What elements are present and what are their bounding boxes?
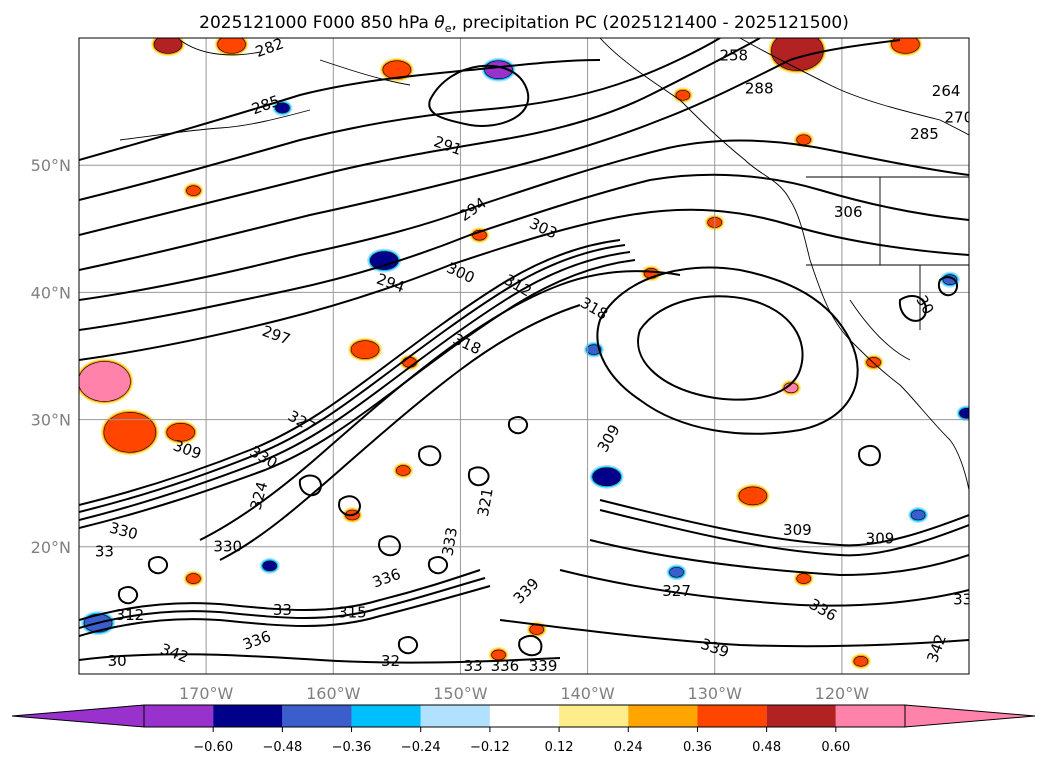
colorbar-tick-label: −0.48 [262, 740, 302, 755]
title-suffix: , precipitation PC (2025121400 - 2025121… [451, 13, 848, 33]
contour-label: 285 [910, 125, 939, 143]
contour-label: 309 [783, 521, 812, 539]
colorbar-segment [628, 705, 698, 727]
lon-tick-label: 170°W [179, 684, 234, 703]
lat-tick-label: 40°N [31, 283, 71, 302]
colorbar-extend-under [11, 704, 145, 728]
colorbar-segment [835, 705, 905, 727]
contour-label: 33 [273, 601, 292, 619]
precip-patch [393, 462, 414, 479]
lat-tick-label: 50°N [31, 156, 71, 175]
contour-label: 339 [529, 657, 558, 675]
colorbar-tick-label: 0.24 [614, 740, 643, 755]
colorbar-tick-label: −0.36 [332, 740, 372, 755]
precip-patch [956, 405, 969, 422]
precip-patch [183, 182, 204, 199]
precip-patch [850, 653, 871, 670]
colorbar-segment [213, 705, 283, 727]
contour-label: 306 [834, 203, 863, 221]
precip-patch [735, 483, 770, 508]
lon-tick-label: 150°W [433, 684, 488, 703]
chart-title: 2025121000 F000 850 hPa θe, precipitatio… [199, 13, 849, 35]
colorbar-tick-label: −0.24 [401, 740, 441, 755]
lat-tick-label: 20°N [31, 538, 71, 557]
coastlines [119, 38, 969, 491]
precip-patch [589, 464, 624, 489]
lat-tick-label: 30°N [31, 411, 71, 430]
precip-patch [641, 265, 662, 282]
precip-patch [793, 570, 814, 587]
precip-patch [214, 38, 249, 57]
colorbar: −0.60 −0.48 −0.36 −0.24 −0.12 0.12 0.24 0.36 0.4… [11, 704, 1036, 755]
contour-label: 258 [719, 46, 748, 64]
map-background [79, 38, 969, 674]
precip-patch [100, 409, 159, 456]
contour-label: 270 [945, 109, 974, 127]
contour-label: 309 [866, 530, 895, 548]
precip-patch [488, 646, 509, 663]
colorbar-segment [697, 705, 767, 727]
contour-label: 336 [491, 657, 520, 675]
contour-label: 312 [116, 606, 145, 624]
axis-ticks: 170°W 160°W 150°W 140°W 130°W 120°W 50°N 40°N 30… [31, 156, 870, 703]
colorbar-segment [420, 705, 490, 727]
colorbar-tick-label: 0.60 [821, 740, 850, 755]
precip-patch [666, 564, 687, 581]
colorbar-tick-label: 0.48 [752, 740, 781, 755]
theta-e-contours [79, 38, 969, 664]
precip-patch [151, 38, 185, 57]
contour-label: 327 [662, 582, 691, 600]
contour-label: 30 [108, 652, 127, 670]
colorbar-frame [143, 704, 906, 728]
contour-label: 330 [213, 537, 242, 555]
contour-label: 321 [474, 487, 497, 518]
lon-tick-label: 140°W [560, 684, 615, 703]
precip-patch [908, 507, 929, 523]
colorbar-segment [559, 705, 629, 727]
precip-layer [79, 38, 969, 670]
precip-patch [367, 248, 402, 273]
colorbar-segment [282, 705, 352, 727]
title-symbol: θ [434, 13, 445, 33]
precip-patch [259, 557, 280, 574]
colorbar-extend-over [904, 704, 1036, 728]
precip-patch [163, 420, 198, 445]
contour-label: 33 [95, 542, 114, 560]
colorbar-segment [489, 705, 560, 727]
contour-label: 33 [953, 591, 972, 609]
contour-label: 264 [932, 82, 961, 100]
colorbar-segment [144, 705, 214, 727]
contour-label: 288 [745, 79, 774, 97]
title-subscript: e [445, 22, 452, 35]
colorbar-tick-label: 0.36 [683, 740, 712, 755]
contour-label: 333 [438, 526, 461, 557]
lon-tick-label: 120°W [815, 684, 870, 703]
colorbar-tick-label: −0.12 [470, 740, 510, 755]
precip-patch [672, 87, 693, 104]
contour-label: 32 [381, 652, 400, 670]
precip-patch [781, 379, 801, 396]
contour-label: 315 [338, 603, 367, 621]
precip-patch [888, 38, 923, 57]
precip-patch [348, 337, 383, 362]
contour-label: 33 [464, 657, 483, 675]
map-frame [78, 37, 970, 675]
gridlines [79, 38, 969, 674]
precip-patch [272, 99, 293, 116]
lon-tick-label: 130°W [688, 684, 743, 703]
colorbar-segment [766, 705, 836, 727]
colorbar-segment [351, 705, 421, 727]
precip-patch [79, 358, 134, 405]
precip-patch [768, 38, 827, 74]
colorbar-tick-label: 0.12 [545, 740, 574, 755]
title-prefix: 2025121000 F000 850 hPa [199, 13, 434, 33]
precip-patch [183, 570, 204, 587]
lon-tick-label: 160°W [306, 684, 361, 703]
colorbar-tick-label: −0.60 [193, 740, 233, 755]
